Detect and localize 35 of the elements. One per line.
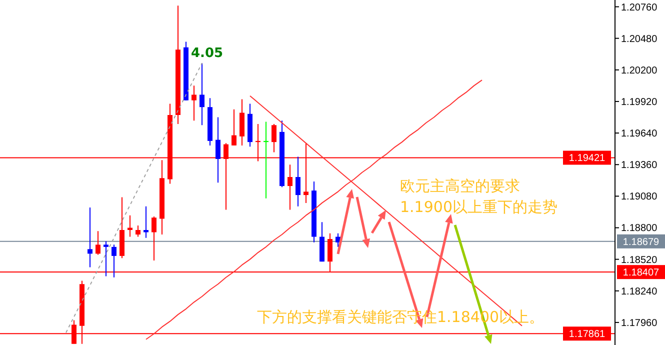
- ref-line-label: 1.19421: [568, 153, 606, 164]
- candlestick: [192, 85, 196, 122]
- ref-line-label: 1.18407: [622, 268, 660, 279]
- y-tick-label: 1.18520: [621, 254, 658, 266]
- candlestick: [128, 214, 132, 238]
- candlestick: [112, 244, 116, 278]
- candlestick: [96, 230, 100, 256]
- y-tick-label: 1.18240: [621, 286, 658, 298]
- line-series: [66, 62, 202, 334]
- y-tick-label: 1.19360: [621, 160, 658, 172]
- y-tick-label: 1.18800: [621, 223, 658, 234]
- ref-line-label: 1.18679: [622, 236, 660, 248]
- candlestick: [136, 224, 140, 238]
- candlestick: [232, 108, 236, 146]
- candlestick: [104, 240, 108, 277]
- annotation: 4.05: [191, 46, 224, 61]
- y-tick-label: 1.19640: [621, 128, 658, 140]
- annotation: 1.1900以上重下的走势: [400, 198, 558, 216]
- candlestick: [296, 156, 300, 207]
- ref-line-label: 1.17861: [568, 329, 606, 340]
- y-tick-label: 1.20200: [621, 65, 658, 76]
- candlestick: [288, 164, 292, 210]
- candlestick: [152, 216, 156, 261]
- candlestick: [240, 98, 244, 146]
- candlestick: [272, 124, 276, 153]
- candlestick: [88, 206, 92, 268]
- y-tick-label: 1.17960: [621, 318, 658, 329]
- candlestick: [200, 62, 204, 126]
- candlestick: [216, 116, 220, 184]
- candlestick: [144, 206, 148, 238]
- y-tick-label: 1.19920: [621, 96, 658, 108]
- y-tick-label: 1.20480: [621, 34, 658, 45]
- y-tick-label: 1.19080: [621, 192, 658, 203]
- y-tick-label: 1.20760: [621, 2, 658, 14]
- annotation: 欧元主高空的要求: [400, 177, 520, 195]
